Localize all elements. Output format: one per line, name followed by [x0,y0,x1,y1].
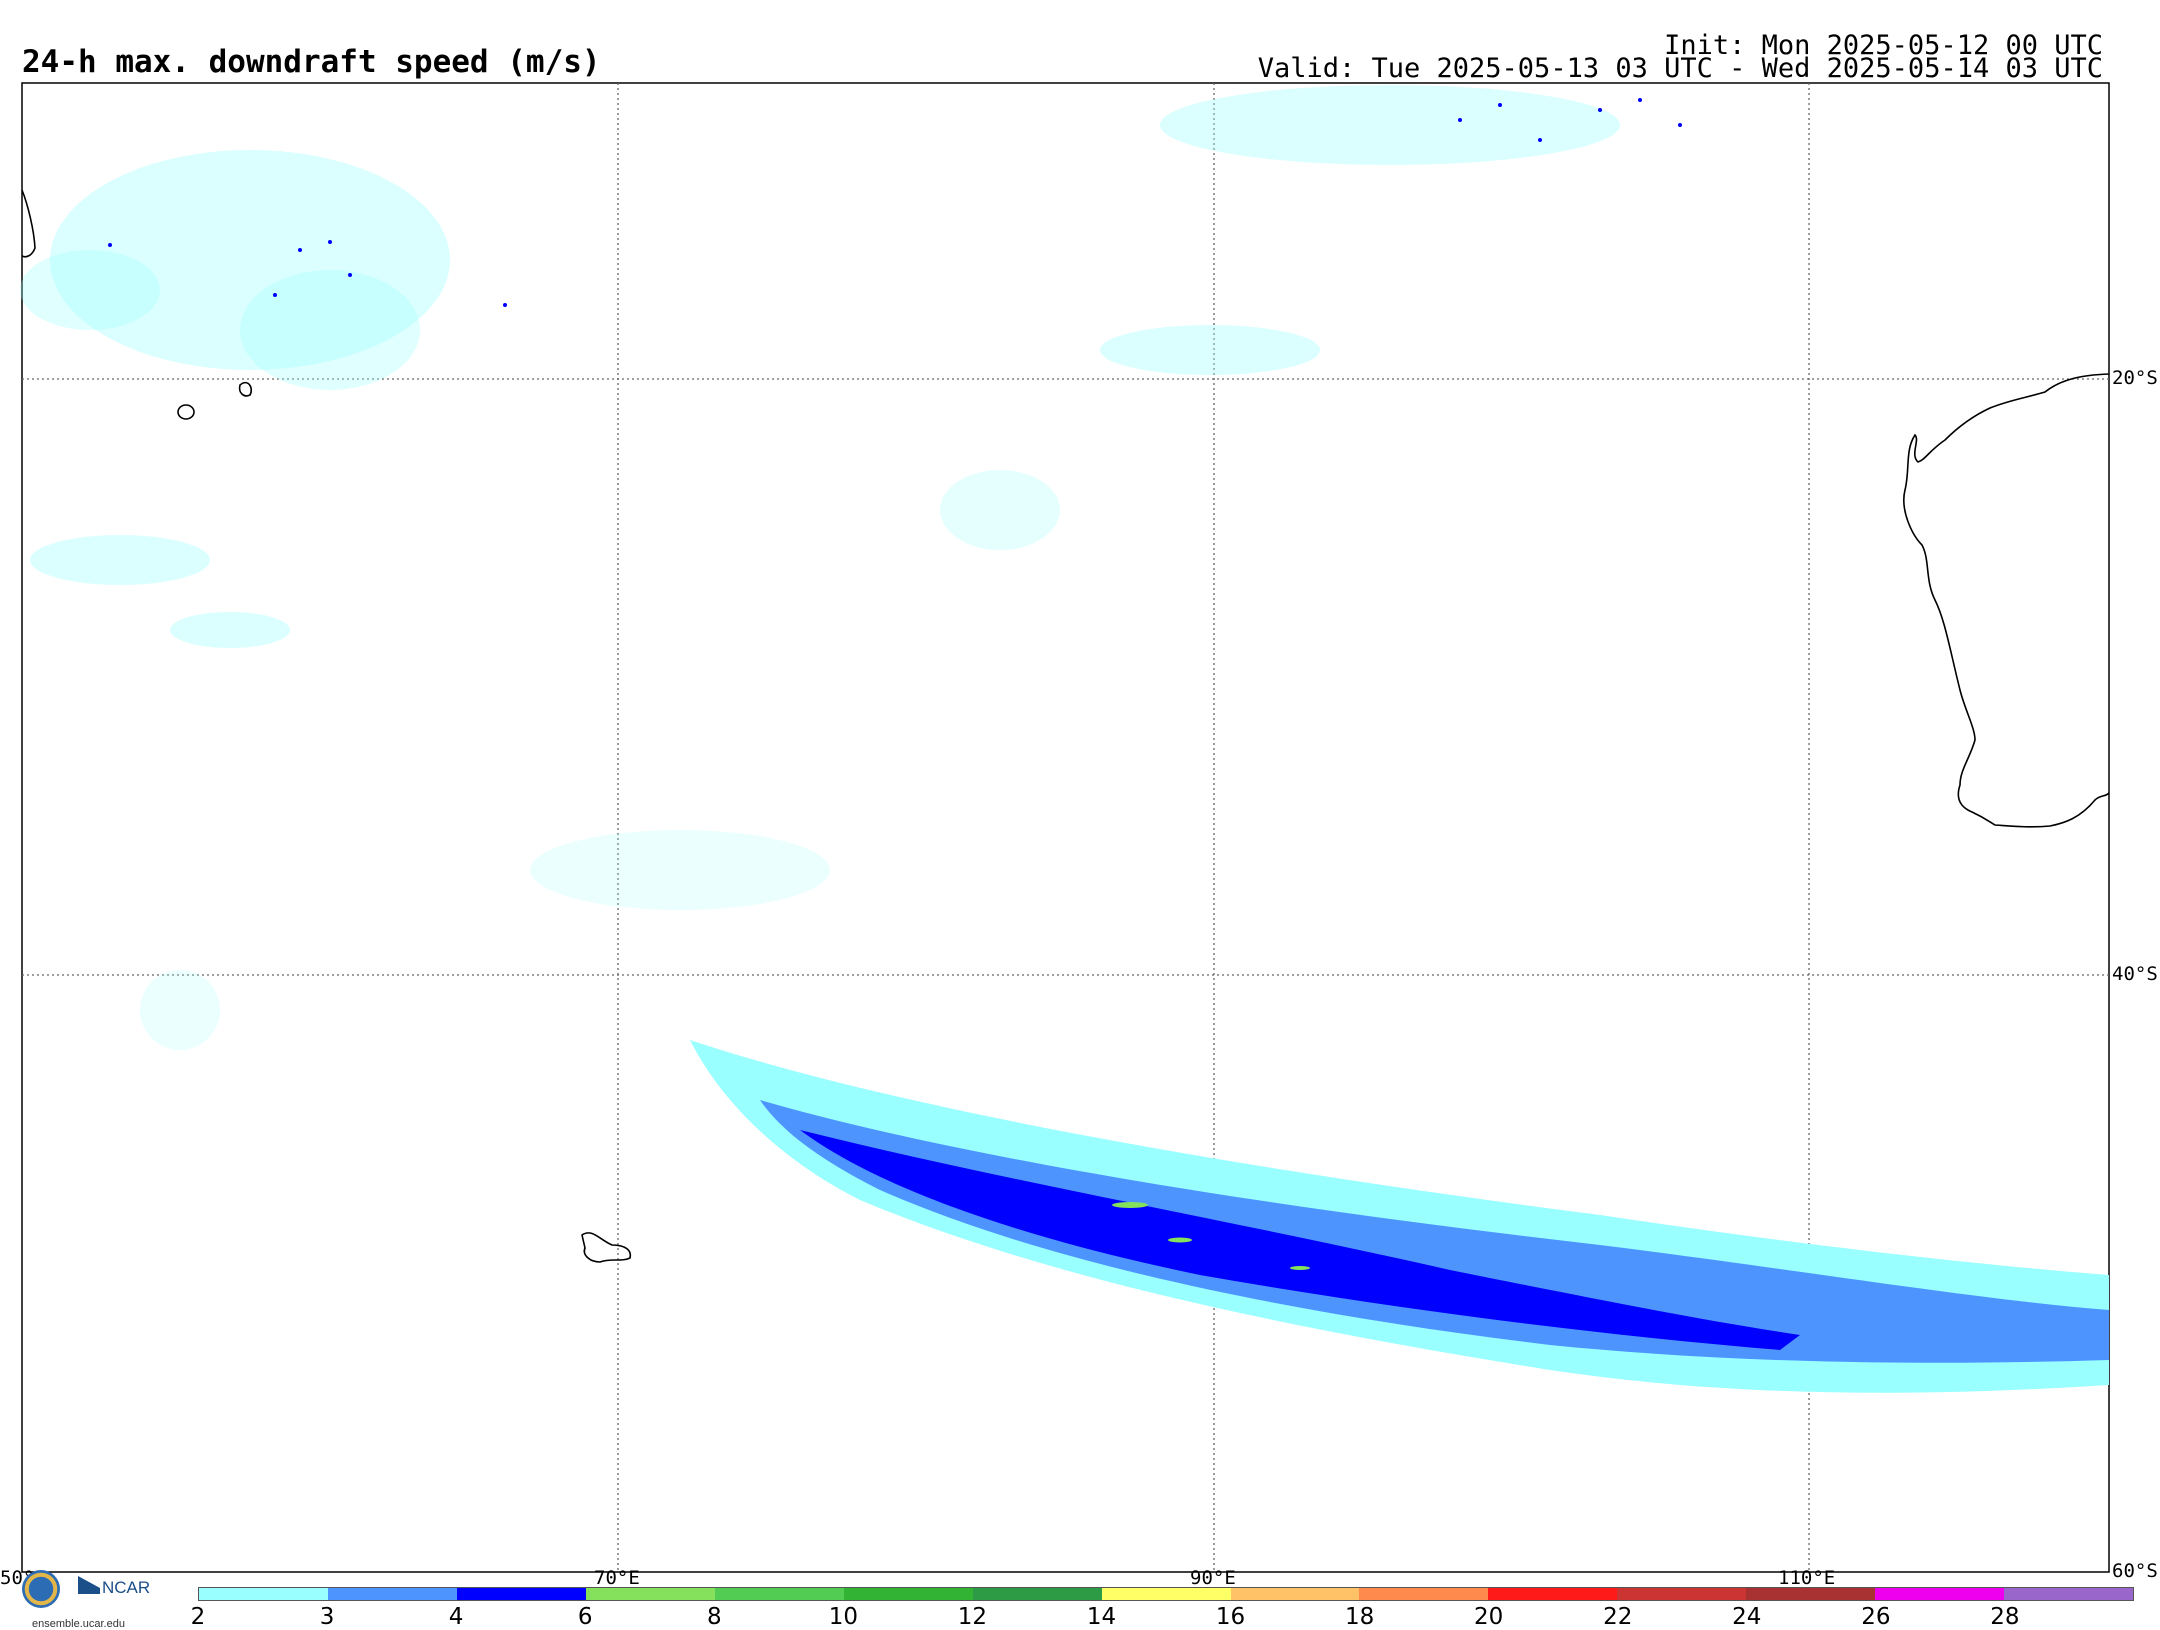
init-time: Init: Mon 2025-05-12 00 UTC [1664,30,2103,61]
colorbar-tick-label: 2 [190,1604,206,1630]
downdraft-band-mid [760,1100,2109,1363]
ncar-logo-mark [78,1576,100,1594]
colorbar-tick-label: 6 [577,1604,593,1630]
colorbar-segment [1875,1588,2005,1600]
colorbar-segment [1230,1588,1360,1600]
valid-time: Valid: Tue 2025-05-13 03 UTC - Wed 2025-… [1257,53,2103,84]
colorbar-segment [2004,1588,2134,1600]
lon-label-90e: 90°E [1190,1567,1236,1589]
coastline-kerguelen [581,1232,632,1263]
colorbar-segment [327,1588,457,1600]
colorbar-segment [1746,1588,1876,1600]
colorbar-segment [1488,1588,1618,1600]
colorbar-tick-label: 4 [448,1604,464,1630]
colorbar-tick-label: 28 [1990,1604,2020,1630]
coastline-western-australia [1903,373,2110,828]
colorbar-tick-label: 20 [1474,1604,1504,1630]
colorbar-tick-label: 16 [1215,1604,1246,1630]
colorbar [198,1587,2134,1601]
ncar-logo-text: NCAR [102,1578,151,1597]
colorbar-segment [972,1588,1102,1600]
site-url: ensemble.ucar.edu [32,1618,125,1630]
coastlines [21,189,2110,1263]
downdraft-band-dark [800,1130,1800,1350]
colorbar-segment [199,1588,328,1600]
colorbar-tick-label: 18 [1344,1604,1375,1630]
downdraft-dark-nw-specks [108,98,1682,307]
colorbar-segment [1101,1588,1231,1600]
colorbar-tick-label: 8 [706,1604,722,1630]
lon-label-70e: 70°E [594,1567,640,1589]
lat-label-60s: 60°S [2112,1560,2158,1582]
colorbar-tick-label: 24 [1732,1604,1762,1630]
colorbar-segment [1359,1588,1489,1600]
colorbar-segment [585,1588,715,1600]
colorbar-tick-label: 14 [1086,1604,1117,1630]
coastline-mauritius [238,381,253,397]
lon-label-110e: 110°E [1778,1567,1836,1589]
lat-label-20s: 20°S [2112,367,2158,389]
colorbar-segment [1617,1588,1747,1600]
colorbar-tick-label: 10 [828,1604,858,1630]
colorbar-tick-label: 26 [1861,1604,1891,1630]
map-title: 24-h max. downdraft speed (m/s) [22,44,601,80]
map-border [21,82,2110,1573]
colorbar-segment [714,1588,844,1600]
colorbar-tick-label: 3 [319,1604,335,1630]
colorbar-tick-label: 22 [1603,1604,1633,1630]
colorbar-tick-label: 12 [957,1604,988,1630]
lat-label-40s: 40°S [2112,963,2158,985]
footer-logos: NCAR ensemble.ucar.edu [22,1570,162,1630]
coastline-reunion [177,404,195,420]
downdraft-light-nw [20,85,1620,1050]
colorbar-segment [456,1588,586,1600]
colorbar-segment [843,1588,973,1600]
nsf-logo [22,1570,60,1608]
coastline-madagascar [21,189,36,258]
downdraft-band-green-specks [1112,1202,1310,1270]
